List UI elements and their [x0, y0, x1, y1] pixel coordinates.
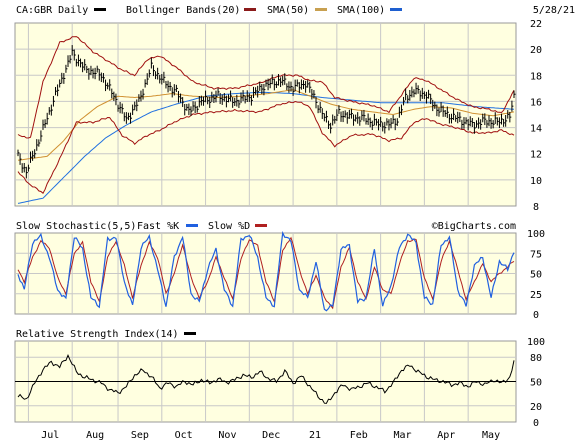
stochastic-fast-label: Fast %K: [137, 221, 179, 232]
price-y-tick-label: 8: [533, 202, 539, 213]
legend-bollinger-label: Bollinger Bands(20): [126, 5, 240, 16]
x-tick-label: Sep: [131, 430, 149, 441]
price-legend-swatch: [94, 8, 106, 11]
x-tick-label: Mar: [393, 430, 411, 441]
x-tick-label: Aug: [86, 430, 104, 441]
stochastic-fast-k-line: [17, 230, 515, 312]
rsi-y-tick-label: 20: [530, 402, 542, 413]
price-panel-bg: [14, 22, 517, 207]
price-panel: 8 10 12 14 16 18 20 22: [14, 19, 542, 213]
x-tick-label: Jul: [41, 430, 59, 441]
rsi-y-tick-label: 80: [530, 353, 542, 364]
legend-sma50-label: SMA(50): [267, 5, 309, 16]
x-tick-label: 21: [309, 430, 321, 441]
stochastic-fast-swatch: [186, 224, 198, 227]
price-axis-ticks: 8 10 12 14 16 18 20 22: [530, 19, 542, 213]
rsi-title: Relative Strength Index(14): [16, 329, 179, 340]
stoch-y-tick-label: 100: [527, 229, 545, 240]
chart-header: CA:GBR Daily Bollinger Bands(20) SMA(50)…: [16, 5, 575, 16]
price-y-tick-label: 20: [530, 45, 542, 56]
x-tick-label: May: [482, 430, 500, 441]
bollinger-lower-line: [17, 100, 515, 194]
stochastic-slow-swatch: [255, 224, 267, 227]
x-tick-label: Oct: [175, 430, 193, 441]
stoch-y-tick-label: 0: [533, 310, 539, 321]
rsi-y-tick-label: 50: [530, 378, 542, 389]
rsi-panel: Relative Strength Index(14) 0 20 50 80 100: [14, 329, 545, 429]
stochastic-title: Slow Stochastic(5,5): [16, 221, 136, 232]
sma100-line: [17, 91, 515, 204]
rsi-y-tick-label: 0: [533, 418, 539, 429]
stochastic-series: [17, 230, 515, 312]
legend-sma100-label: SMA(100): [337, 5, 385, 16]
x-tick-label: Dec: [262, 430, 280, 441]
rsi-line: [17, 354, 515, 404]
stochastic-panel: Slow Stochastic(5,5) Fast %K Slow %D ©Bi…: [14, 221, 545, 321]
price-y-tick-label: 16: [530, 97, 542, 108]
price-y-tick-label: 12: [530, 150, 542, 161]
price-y-tick-label: 10: [530, 176, 542, 187]
stoch-y-tick-label: 75: [530, 249, 542, 260]
chart-date: 5/28/21: [533, 5, 575, 16]
x-axis-labels: Jul Aug Sep Oct Nov Dec 21 Feb Mar Apr May: [41, 430, 500, 441]
price-y-tick-label: 14: [530, 124, 542, 135]
x-tick-label: Nov: [218, 430, 236, 441]
price-grid: [15, 23, 516, 206]
legend-sma50-swatch: [315, 8, 327, 11]
stoch-y-tick-label: 25: [530, 290, 542, 301]
symbol-label: CA:GBR Daily: [16, 5, 88, 16]
price-series: [17, 36, 516, 204]
rsi-swatch: [184, 332, 196, 335]
legend-sma100-swatch: [390, 8, 402, 11]
rsi-axis-ticks: 0 20 50 80 100: [527, 337, 545, 429]
x-tick-label: Feb: [350, 430, 368, 441]
price-y-tick-label: 18: [530, 71, 542, 82]
x-tick-label: Apr: [437, 430, 455, 441]
stochastic-axis-ticks: 0 25 50 75 100: [527, 229, 545, 321]
rsi-y-tick-label: 100: [527, 337, 545, 348]
stochastic-slow-label: Slow %D: [208, 221, 250, 232]
sma50-line: [17, 89, 515, 161]
stoch-y-tick-label: 50: [530, 270, 542, 281]
legend-bollinger-swatch: [244, 8, 256, 11]
rsi-series: [15, 354, 516, 404]
watermark: ©BigCharts.com: [432, 221, 516, 232]
price-y-tick-label: 22: [530, 19, 542, 30]
